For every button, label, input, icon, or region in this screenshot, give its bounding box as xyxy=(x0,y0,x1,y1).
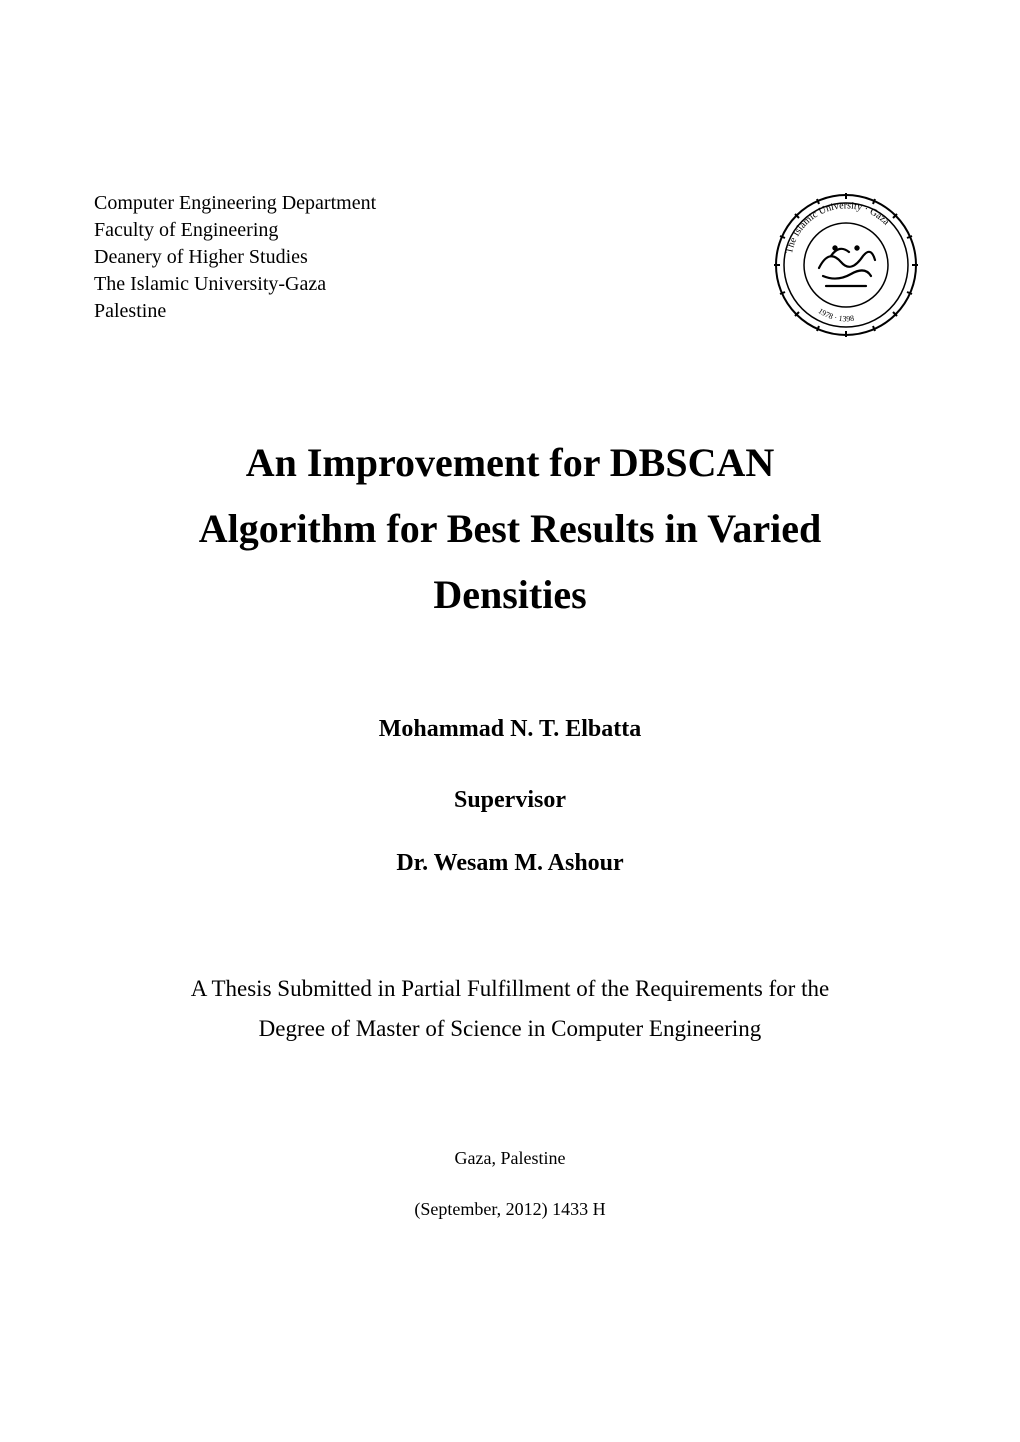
affiliation-line-4: The Islamic University-Gaza xyxy=(94,271,766,298)
affiliation-line-2: Faculty of Engineering xyxy=(94,217,766,244)
title-line-3: Densities xyxy=(94,562,926,628)
affiliation-line-1: Computer Engineering Department xyxy=(94,190,766,217)
thesis-note-line-1: A Thesis Submitted in Partial Fulfillmen… xyxy=(94,969,926,1009)
university-logo: The Islamic University · Gaza 1978 · 139… xyxy=(766,190,926,340)
supervisor-label: Supervisor xyxy=(94,787,926,814)
affiliation-block: Computer Engineering Department Faculty … xyxy=(94,190,766,325)
thesis-cover-page: Computer Engineering Department Faculty … xyxy=(0,0,1020,1442)
supervisor-name: Dr. Wesam M. Ashour xyxy=(94,850,926,877)
title-line-2: Algorithm for Best Results in Varied xyxy=(94,496,926,562)
place: Gaza, Palestine xyxy=(94,1148,926,1169)
thesis-note-line-2: Degree of Master of Science in Computer … xyxy=(94,1009,926,1049)
thesis-title: An Improvement for DBSCAN Algorithm for … xyxy=(94,430,926,628)
title-line-1: An Improvement for DBSCAN xyxy=(94,430,926,496)
date: (September, 2012) 1433 H xyxy=(94,1199,926,1220)
header-row: Computer Engineering Department Faculty … xyxy=(94,190,926,340)
affiliation-line-5: Palestine xyxy=(94,298,766,325)
affiliation-line-3: Deanery of Higher Studies xyxy=(94,244,766,271)
university-seal-icon: The Islamic University · Gaza 1978 · 139… xyxy=(771,190,921,340)
author-name: Mohammad N. T. Elbatta xyxy=(94,716,926,743)
thesis-submission-note: A Thesis Submitted in Partial Fulfillmen… xyxy=(94,969,926,1050)
